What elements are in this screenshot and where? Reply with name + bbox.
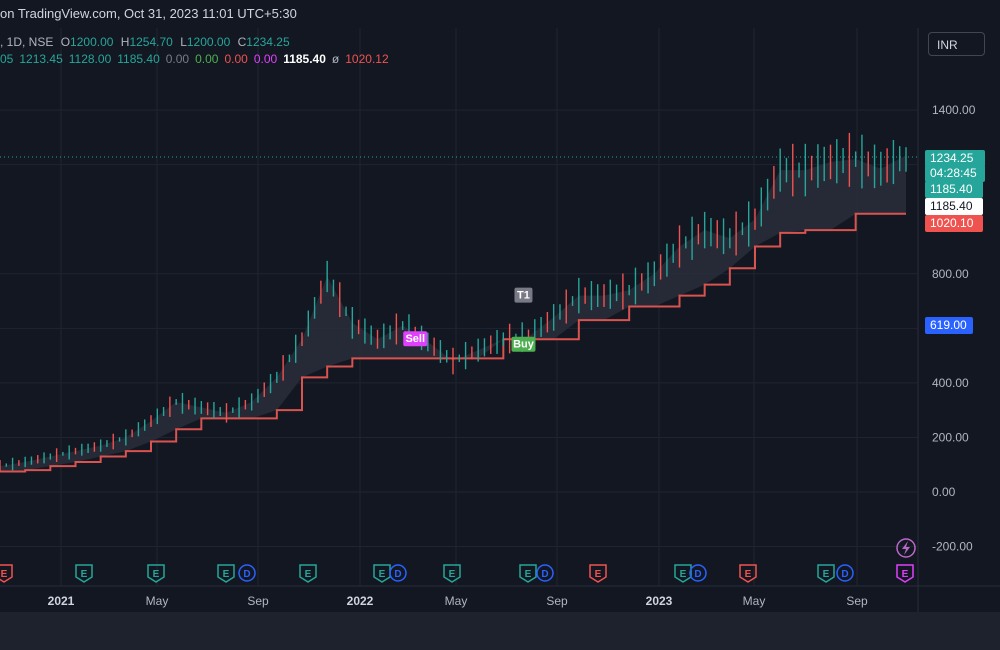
dividend-event-icon[interactable] bbox=[689, 564, 707, 582]
earnings-event-icon[interactable] bbox=[896, 564, 914, 583]
close-label: C bbox=[237, 35, 247, 49]
event-type-label: D bbox=[394, 569, 401, 580]
indicator-value: 1185.40 bbox=[283, 52, 326, 66]
x-tick-label: Sep bbox=[546, 594, 568, 608]
open-label: O bbox=[60, 35, 71, 49]
marker-sell-badge bbox=[403, 331, 428, 347]
indicator-value: ø bbox=[331, 52, 340, 66]
event-type-label: E bbox=[223, 569, 230, 580]
countdown-tag: 04:28:45 bbox=[925, 165, 985, 182]
x-tick-label: 2021 bbox=[48, 594, 75, 608]
high-label: H bbox=[120, 35, 130, 49]
indicator-value: 0.00 bbox=[195, 52, 219, 66]
earnings-event-icon[interactable] bbox=[443, 564, 461, 583]
close-value: 1234.25 bbox=[246, 35, 290, 49]
last-price-tag: 1234.25 bbox=[925, 150, 985, 167]
x-tick-label: May bbox=[146, 594, 169, 608]
x-tick-label: May bbox=[743, 594, 766, 608]
low-value: 1200.00 bbox=[186, 35, 231, 49]
x-tick-label: May bbox=[445, 594, 468, 608]
lightning-icon[interactable] bbox=[902, 541, 910, 555]
open-value: 1200.00 bbox=[70, 35, 114, 49]
y-tick-label: -200.00 bbox=[932, 540, 973, 554]
x-tick-label: 2023 bbox=[646, 594, 673, 608]
price-tag-2: 1185.40 bbox=[925, 181, 983, 198]
indicator-value: 0.00 bbox=[253, 52, 278, 66]
low-label: L bbox=[180, 35, 187, 49]
event-type-label: E bbox=[153, 569, 160, 580]
earnings-event-icon[interactable] bbox=[217, 564, 235, 583]
marker-buy-badge bbox=[511, 336, 536, 352]
event-type-label: E bbox=[379, 569, 386, 580]
event-type-label: D bbox=[694, 569, 701, 580]
dividend-event-icon[interactable] bbox=[536, 564, 554, 582]
event-type-label: E bbox=[305, 569, 312, 580]
indicator-value: 0.00 bbox=[165, 52, 190, 66]
x-tick-label: Sep bbox=[247, 594, 269, 608]
earnings-event-icon[interactable] bbox=[373, 564, 391, 583]
event-type-label: E bbox=[449, 569, 456, 580]
marker-buy-label: Buy bbox=[513, 339, 535, 351]
trail-fill-area bbox=[0, 155, 906, 472]
high-value: 1254.70 bbox=[129, 35, 173, 49]
dividend-event-icon[interactable] bbox=[389, 564, 407, 582]
event-type-label: E bbox=[745, 569, 752, 580]
earnings-event-icon[interactable] bbox=[75, 564, 93, 583]
earnings-event-icon[interactable] bbox=[147, 564, 165, 583]
event-type-label: E bbox=[595, 569, 602, 580]
event-type-label: D bbox=[243, 569, 250, 580]
lightning-icon-ring[interactable] bbox=[896, 538, 916, 558]
earnings-event-icon[interactable] bbox=[299, 564, 317, 583]
symbol-label: , 1D, NSE bbox=[0, 35, 54, 49]
earnings-event-icon[interactable] bbox=[739, 564, 757, 583]
bottom-strip bbox=[0, 612, 1000, 650]
ohlc-legend: , 1D, NSE O1200.00 H1254.70 L1200.00 C12… bbox=[0, 35, 290, 49]
indicator-value: 1128.00 bbox=[68, 52, 112, 66]
y-tick-label: 1400.00 bbox=[932, 103, 976, 117]
plot-area[interactable] bbox=[0, 28, 918, 586]
event-type-label: E bbox=[902, 569, 909, 580]
indicator-value: 05 bbox=[0, 52, 14, 66]
currency-button[interactable]: INR bbox=[928, 32, 985, 56]
stop-price-tag: 1020.10 bbox=[925, 215, 983, 232]
earnings-event-icon[interactable] bbox=[519, 564, 537, 583]
event-type-label: D bbox=[841, 569, 848, 580]
marker-sell-label: Sell bbox=[405, 333, 425, 345]
earnings-event-icon[interactable] bbox=[0, 564, 13, 583]
chart-header: on TradingView.com, Oct 31, 2023 11:01 U… bbox=[0, 0, 1000, 28]
indicator-value: 1020.12 bbox=[345, 52, 389, 66]
event-type-label: D bbox=[541, 569, 548, 580]
marker-t1-badge bbox=[514, 287, 533, 303]
x-tick-label: 2022 bbox=[347, 594, 374, 608]
earnings-event-icon[interactable] bbox=[817, 564, 835, 583]
marker-t1-label: T1 bbox=[517, 290, 530, 302]
y-tick-label: 0.00 bbox=[932, 485, 956, 499]
event-type-label: E bbox=[680, 569, 687, 580]
event-type-label: E bbox=[1, 569, 8, 580]
earnings-event-icon[interactable] bbox=[589, 564, 607, 583]
event-type-label: E bbox=[525, 569, 532, 580]
event-type-label: E bbox=[823, 569, 830, 580]
header-title: on TradingView.com, Oct 31, 2023 11:01 U… bbox=[0, 6, 297, 21]
level-price-tag: 619.00 bbox=[925, 317, 973, 334]
y-tick-label: 400.00 bbox=[932, 376, 969, 390]
indicator-value: 1213.45 bbox=[19, 52, 63, 66]
indicator-legend: 05 1213.45 1128.00 1185.40 0.00 0.00 0.00 0.00 1… bbox=[0, 52, 395, 66]
dividend-event-icon[interactable] bbox=[238, 564, 256, 582]
indicator-value: 0.00 bbox=[224, 52, 248, 66]
dividend-event-icon[interactable] bbox=[836, 564, 854, 582]
earnings-event-icon[interactable] bbox=[674, 564, 692, 583]
y-tick-label: 800.00 bbox=[932, 267, 969, 281]
price-tag-3: 1185.40 bbox=[925, 198, 983, 215]
y-tick-label: 200.00 bbox=[932, 430, 969, 444]
x-tick-label: Sep bbox=[846, 594, 868, 608]
indicator-value: 1185.40 bbox=[117, 52, 160, 66]
event-type-label: E bbox=[81, 569, 88, 580]
trailing-stop-line bbox=[0, 212, 906, 473]
